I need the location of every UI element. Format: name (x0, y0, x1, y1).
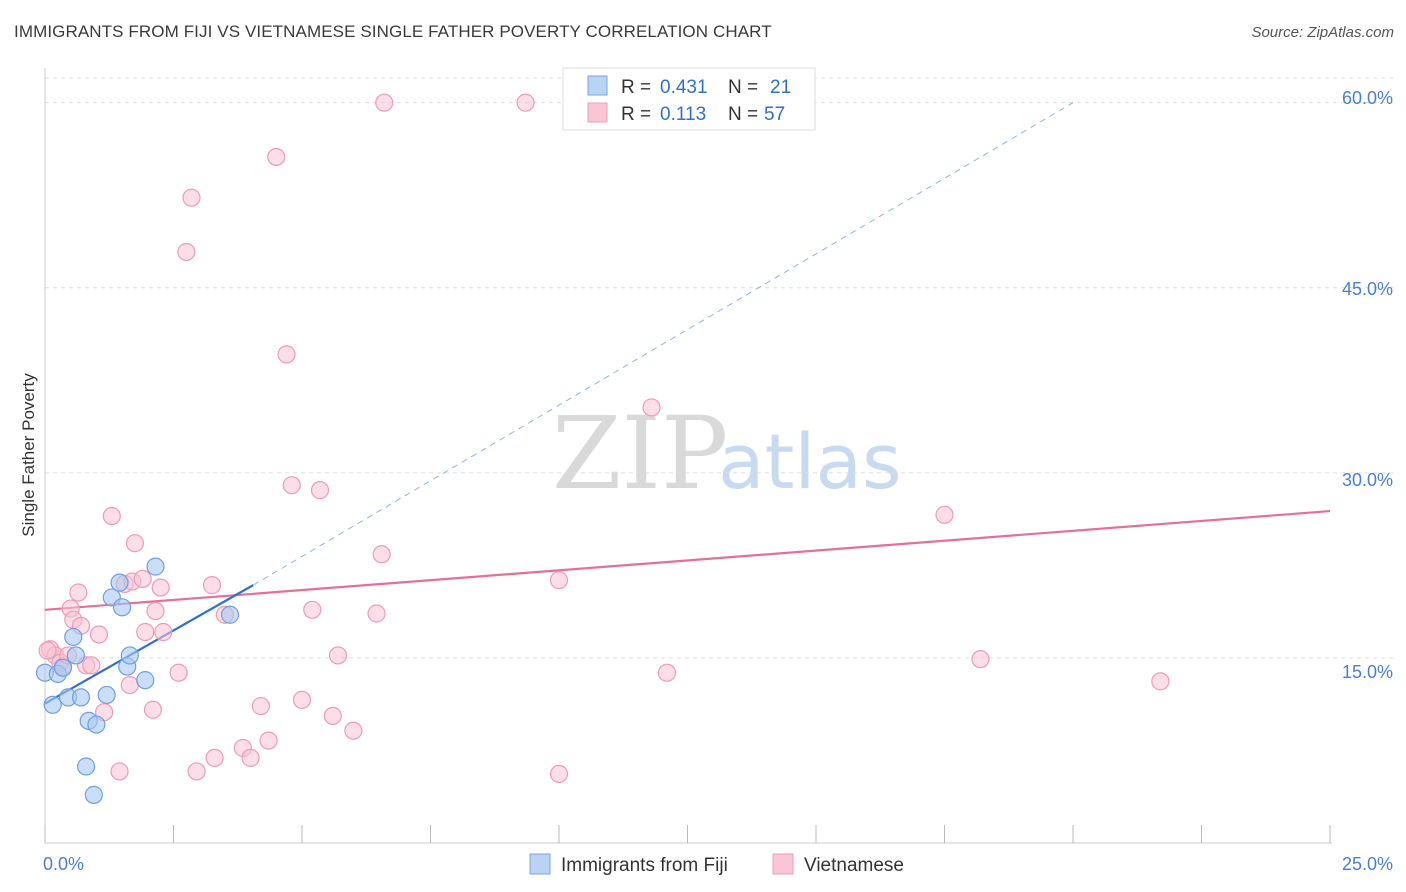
vietnamese-point (375, 93, 394, 112)
correlation-legend: R = 0.431 N = 21 R = 0.113 N = 57 (562, 67, 816, 131)
vietnamese-point (277, 345, 296, 364)
fiji-point (146, 557, 165, 576)
y-tick-label: 15.0% (1342, 662, 1393, 682)
watermark-zip: ZIP (552, 395, 728, 512)
vietnamese-point (367, 604, 386, 623)
series-legend: Immigrants from Fiji Vietnamese (529, 853, 904, 876)
vietnamese-point (935, 505, 954, 524)
vietnamese-point (143, 700, 163, 719)
vietnamese-point (251, 696, 270, 716)
fiji-point (66, 646, 85, 665)
vietnamese-point (82, 656, 101, 675)
legend-n-value-vietnamese: 57 (764, 104, 785, 125)
vietnamese-point (241, 748, 260, 767)
vietnamese-trend-line (44, 509, 1331, 611)
vietnamese-point (125, 534, 145, 553)
vietnamese-point (151, 578, 170, 597)
vietnamese-point (971, 650, 990, 669)
legend-n-label: N = (728, 104, 758, 125)
fiji-point (64, 627, 83, 647)
legend-r-label: R = (621, 104, 651, 125)
y-tick-label: 45.0% (1342, 279, 1393, 299)
vietnamese-point (154, 622, 173, 642)
fiji-point (87, 715, 106, 734)
legend-label-fiji: Immigrants from Fiji (561, 855, 728, 876)
y-tick-label: 60.0% (1342, 88, 1393, 108)
legend-r-value-vietnamese: 0.113 (660, 104, 706, 125)
vietnamese-point (102, 506, 121, 526)
trend-lines (44, 102, 1331, 705)
vietnamese-point (136, 622, 155, 642)
vietnamese-point (146, 601, 165, 621)
fiji-point (112, 598, 132, 617)
x-tick-label-end: 25.0% (1342, 854, 1393, 874)
vietnamese-point (267, 147, 286, 167)
legend-n-label: N = (728, 77, 758, 98)
fiji-point (43, 695, 62, 714)
vietnamese-point (372, 545, 391, 564)
vietnamese-point (642, 398, 661, 417)
vietnamese-point (259, 731, 278, 750)
vietnamese-point (177, 242, 196, 262)
fiji-point (97, 685, 116, 705)
chart-title: IMMIGRANTS FROM FIJI VS VIETNAMESE SINGL… (14, 22, 772, 41)
vietnamese-point (549, 571, 569, 590)
vietnamese-point (282, 476, 301, 495)
vietnamese-point (310, 481, 330, 500)
fiji-point (53, 658, 73, 677)
vietnamese-point (323, 706, 342, 726)
fiji-point (120, 646, 139, 665)
y-tick-label: 30.0% (1342, 470, 1393, 490)
vietnamese-point (38, 641, 57, 660)
legend-n-value-fiji: 21 (770, 77, 791, 98)
vietnamese-point (89, 625, 109, 644)
vietnamese-point (657, 663, 677, 682)
vietnamese-point (133, 569, 152, 589)
fiji-point (136, 671, 155, 690)
vietnamese-point (328, 646, 348, 665)
y-tick-labels: 15.0% 30.0% 45.0% 60.0% (1342, 88, 1393, 682)
fiji-points (35, 557, 240, 804)
vietnamese-point (205, 748, 224, 767)
y-axis-label: Single Father Poverty (19, 373, 38, 537)
fiji-point (77, 757, 96, 776)
vietnamese-point (344, 721, 363, 740)
vietnamese-point (202, 576, 222, 595)
vietnamese-point (292, 690, 312, 709)
fiji-trend-extension (252, 102, 1074, 586)
legend-swatch-vietnamese (772, 853, 794, 875)
fiji-point (84, 785, 103, 804)
fiji-trend-line (44, 584, 254, 705)
vietnamese-point (69, 583, 88, 602)
vietnamese-point (303, 600, 322, 619)
vietnamese-point (516, 93, 535, 112)
vietnamese-point (182, 188, 201, 207)
legend-r-value-fiji: 0.431 (660, 77, 708, 98)
watermark-atlas: atlas (718, 417, 902, 506)
fiji-point (220, 605, 240, 624)
vietnamese-point (187, 762, 206, 781)
x-tick-label-start: 0.0% (43, 854, 84, 874)
vietnamese-point (169, 663, 188, 682)
legend-swatch-vietnamese (587, 102, 608, 123)
legend-swatch-fiji (587, 75, 608, 96)
vietnamese-point (120, 675, 139, 695)
vietnamese-point (549, 764, 569, 784)
fiji-point (110, 573, 129, 592)
x-ticks (44, 825, 1331, 843)
vietnamese-point (110, 762, 129, 781)
fiji-point (71, 688, 91, 707)
gridlines (45, 77, 1393, 659)
chart-source: Source: ZipAtlas.com (1251, 24, 1394, 41)
legend-swatch-fiji (529, 853, 551, 875)
legend-label-vietnamese: Vietnamese (804, 855, 904, 876)
vietnamese-point (1151, 672, 1170, 691)
legend-r-label: R = (621, 77, 651, 98)
